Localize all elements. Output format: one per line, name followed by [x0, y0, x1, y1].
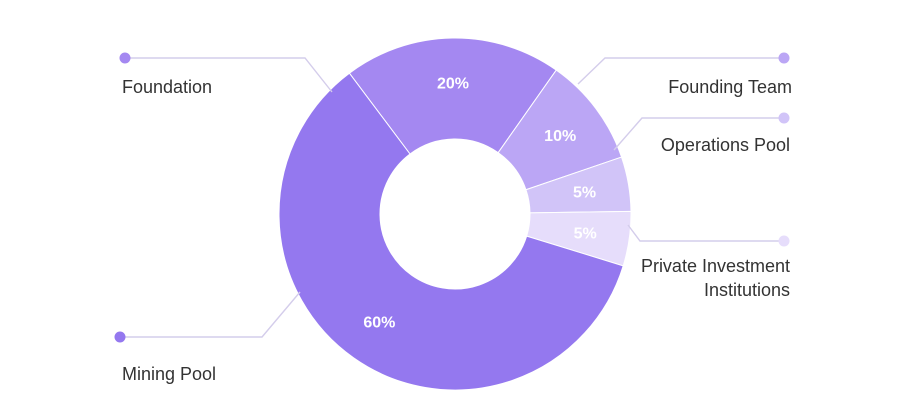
- legend-dot-founding-team: [778, 52, 790, 64]
- slice-value-label-private-investment-institutions: 5%: [574, 226, 597, 243]
- leader-line-founding-team: [577, 57, 784, 85]
- slices-group: [278, 37, 632, 391]
- legend-group: Foundation Founding Team Operations Pool Pr…: [114, 52, 792, 384]
- legend-label-mining-pool: Mining Pool: [122, 364, 216, 384]
- legend-dot-mining-pool: [114, 331, 126, 343]
- slice-value-label-mining-pool: 60%: [363, 315, 395, 332]
- leader-line-private-investment-institutions: [627, 224, 784, 242]
- slice-value-label-operations-pool: 5%: [573, 184, 596, 201]
- slice-value-label-founding-team: 10%: [544, 128, 576, 145]
- percent-labels-group: 20% 10% 5% 5% 60%: [363, 76, 596, 332]
- legend-label-operations-pool: Operations Pool: [661, 135, 790, 155]
- legend-label-foundation: Foundation: [122, 77, 212, 97]
- legend-label-private-investment-institutions: Private Investment Institutions: [641, 256, 790, 300]
- slice-foundation[interactable]: [348, 37, 557, 155]
- leader-line-operations-pool: [613, 117, 784, 151]
- legend-dot-foundation: [119, 52, 131, 64]
- leader-line-mining-pool: [120, 291, 301, 338]
- slice-value-label-foundation: 20%: [437, 76, 469, 93]
- legend-dot-operations-pool: [778, 112, 790, 124]
- slice-mining-pool[interactable]: [278, 72, 624, 391]
- legend-label-founding-team: Founding Team: [668, 77, 792, 97]
- leader-line-foundation: [125, 57, 333, 93]
- legend-dot-private-investment-institutions: [778, 235, 790, 247]
